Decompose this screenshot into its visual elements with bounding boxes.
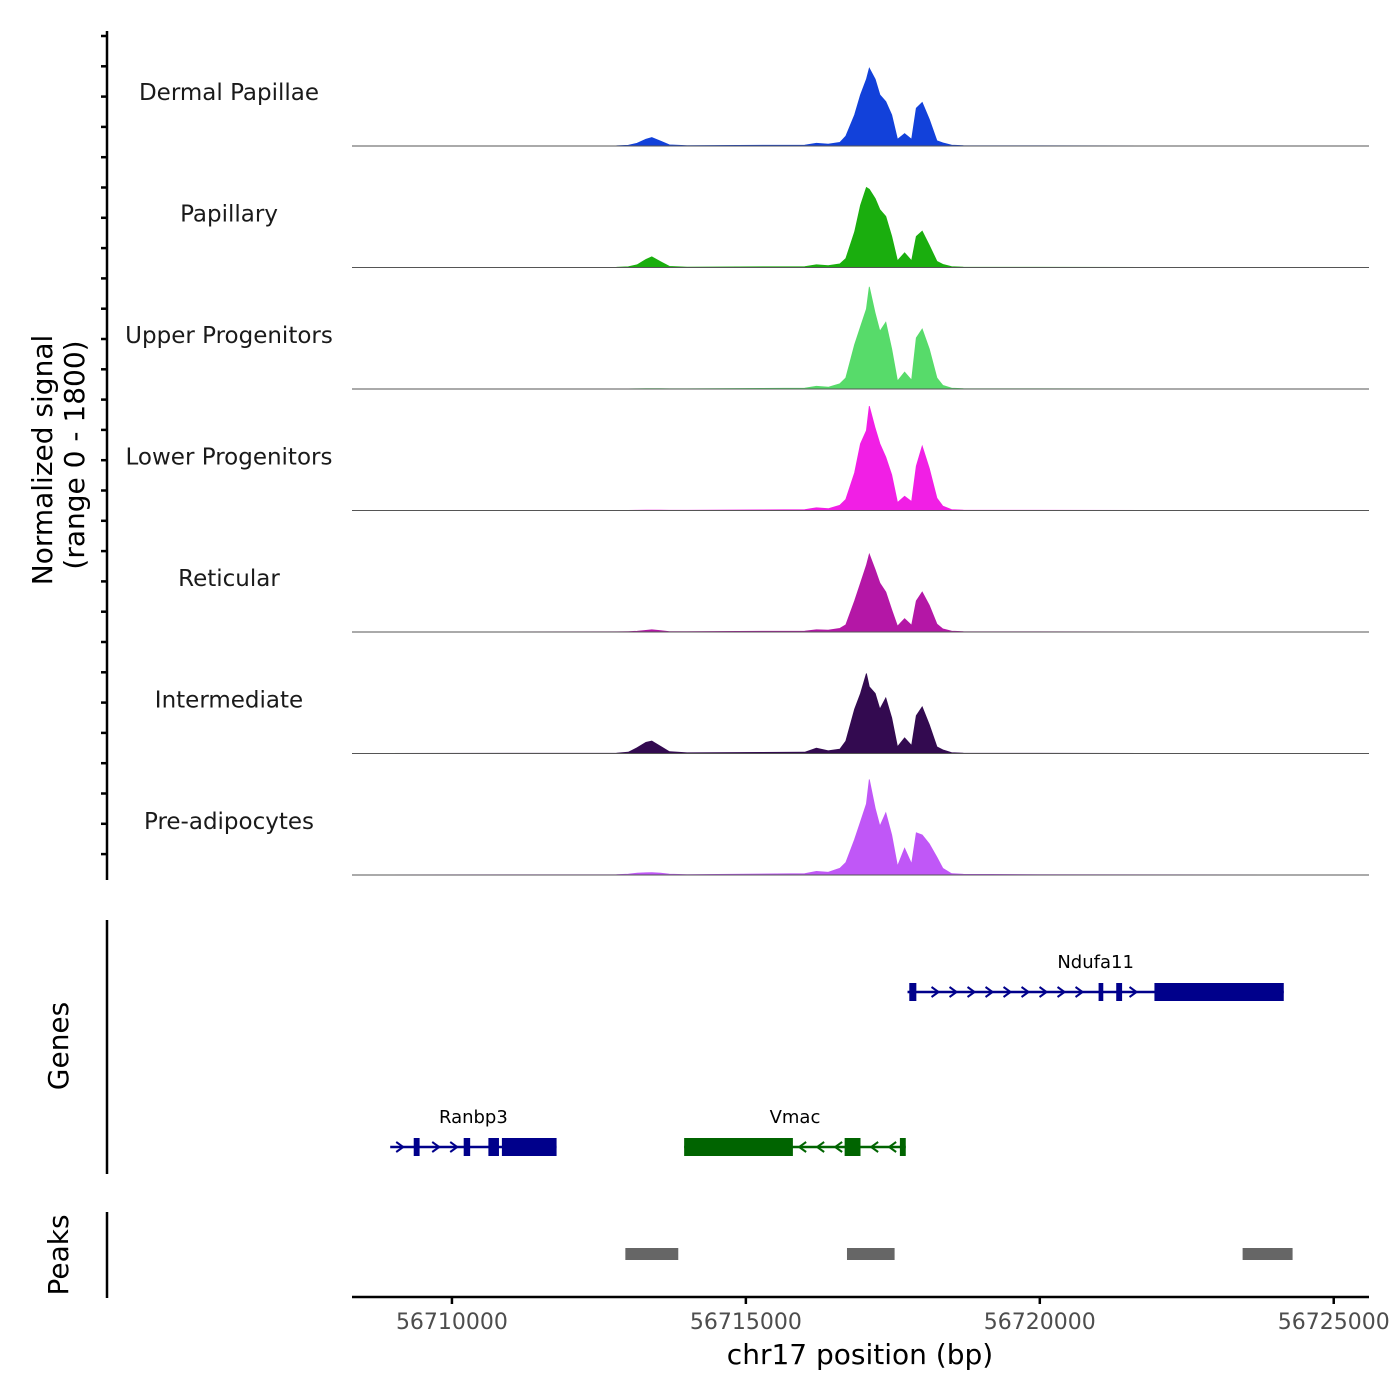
peak-region [625, 1248, 679, 1260]
strand-arrow [1038, 986, 1049, 998]
track-label: Reticular [178, 566, 280, 592]
track-label: Papillary [180, 202, 278, 228]
peaks-panel-label: Peaks [42, 1214, 75, 1295]
gene-annotations: Ndufa11 Ranbp3 Vmac [390, 952, 1284, 1156]
strand-arrow [395, 1141, 405, 1153]
gene-label: Ndufa11 [1057, 952, 1134, 973]
strand-arrow [449, 1141, 459, 1153]
strand-arrow [797, 1141, 807, 1153]
track-label: Dermal Papillae [139, 80, 319, 106]
x-tick-label: 56710000 [396, 1310, 508, 1335]
track-signal-area [351, 286, 1370, 390]
x-tick-label: 56725000 [1278, 1310, 1390, 1335]
gene-ndufa11: Ndufa11 [907, 952, 1284, 1001]
strand-arrow [431, 1141, 441, 1153]
track-signal-area [351, 779, 1370, 876]
track-signal-area [351, 67, 1370, 147]
track-label: Pre-adipocytes [144, 809, 314, 835]
gene-label: Vmac [770, 1107, 821, 1128]
peak-region [1242, 1248, 1293, 1260]
gene-exon [1154, 983, 1284, 1001]
gene-ranbp3: Ranbp3 [390, 1107, 557, 1156]
track-signal-area [351, 186, 1370, 268]
track-papillary: Papillary [180, 186, 1370, 268]
track-dermal-papillae: Dermal Papillae [139, 67, 1370, 147]
track-signal-area [351, 552, 1370, 633]
coverage-tracks: Dermal Papillae Papillary Upper Progenitor… [125, 67, 1370, 876]
gene-exon [1098, 983, 1104, 1001]
track-signal-area [351, 673, 1370, 754]
strand-arrow [1128, 986, 1139, 998]
gene-exon [844, 1138, 861, 1156]
track-label: Intermediate [155, 688, 303, 714]
peak-regions [625, 1248, 1293, 1260]
track-signal-area [351, 405, 1370, 511]
gene-exon [1116, 983, 1123, 1001]
y-axis-label-line2: (range 0 - 1800) [58, 340, 91, 569]
x-axis-label: chr17 position (bp) [727, 1338, 993, 1371]
gene-exon [899, 1138, 906, 1156]
coverage-y-axis-ticks [101, 34, 107, 856]
strand-arrow [869, 1141, 879, 1153]
strand-arrow [815, 1141, 825, 1153]
gene-vmac: Vmac [684, 1107, 906, 1156]
strand-arrow [833, 1141, 843, 1153]
strand-arrow [1056, 986, 1067, 998]
track-intermediate: Intermediate [155, 673, 1370, 754]
gene-label: Ranbp3 [439, 1107, 508, 1128]
track-lower-progenitors: Lower Progenitors [126, 405, 1370, 511]
strand-arrow [1074, 986, 1085, 998]
strand-arrow [1002, 986, 1013, 998]
x-tick-label: 56715000 [690, 1310, 802, 1335]
gene-exon [684, 1138, 793, 1156]
gene-exon [463, 1138, 471, 1156]
track-label: Upper Progenitors [125, 323, 333, 349]
peak-region [846, 1248, 895, 1260]
x-tick-label: 56720000 [984, 1310, 1096, 1335]
track-label: Lower Progenitors [126, 445, 333, 471]
y-axis-label-line1: Normalized signal [26, 335, 59, 586]
gene-exon [413, 1138, 420, 1156]
strand-arrow [887, 1141, 897, 1153]
strand-arrow [948, 986, 959, 998]
strand-arrow [966, 986, 977, 998]
strand-arrow [1020, 986, 1031, 998]
genes-panel-label: Genes [42, 1002, 75, 1090]
track-upper-progenitors: Upper Progenitors [125, 286, 1370, 390]
gene-exon [501, 1138, 557, 1156]
gene-exon [488, 1138, 499, 1156]
x-axis-ticks: 56710000 56715000 56720000 56725000 [396, 1297, 1390, 1335]
track-reticular: Reticular [178, 552, 1370, 633]
track-pre-adipocytes: Pre-adipocytes [144, 779, 1370, 876]
strand-arrow [984, 986, 995, 998]
gene-exon [909, 983, 917, 1001]
strand-arrow [930, 986, 941, 998]
